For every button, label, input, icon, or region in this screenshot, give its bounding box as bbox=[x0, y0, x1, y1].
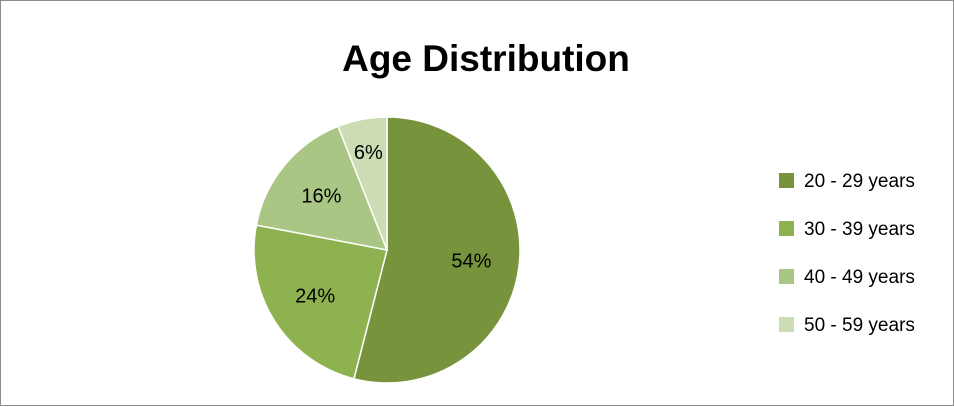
legend: 20 - 29 years 30 - 39 years 40 - 49 years 5… bbox=[779, 171, 915, 336]
legend-label-1: 20 - 29 years bbox=[804, 171, 915, 192]
slice-label-2: 24% bbox=[295, 286, 335, 308]
legend-swatch-4 bbox=[779, 317, 794, 332]
slice-label-4: 6% bbox=[354, 142, 383, 164]
legend-swatch-2 bbox=[779, 221, 794, 236]
legend-label-3: 40 - 49 years bbox=[804, 267, 915, 288]
slice-label-1: 54% bbox=[451, 251, 491, 273]
slice-labels: 54% 24% 16% 6% bbox=[295, 142, 492, 308]
pie-slice-2 bbox=[253, 224, 388, 380]
pie-slices bbox=[253, 116, 521, 384]
pie-slice-4 bbox=[337, 116, 388, 251]
legend-swatch-1 bbox=[779, 173, 794, 188]
slice-label-3: 16% bbox=[301, 186, 341, 208]
legend-label-2: 30 - 39 years bbox=[804, 219, 915, 240]
pie-slice-1 bbox=[353, 116, 521, 384]
chart-title: Age Distribution bbox=[342, 38, 630, 79]
legend-label-4: 50 - 59 years bbox=[804, 315, 915, 336]
legend-swatch-3 bbox=[779, 269, 794, 284]
pie-slice-3 bbox=[255, 125, 389, 251]
